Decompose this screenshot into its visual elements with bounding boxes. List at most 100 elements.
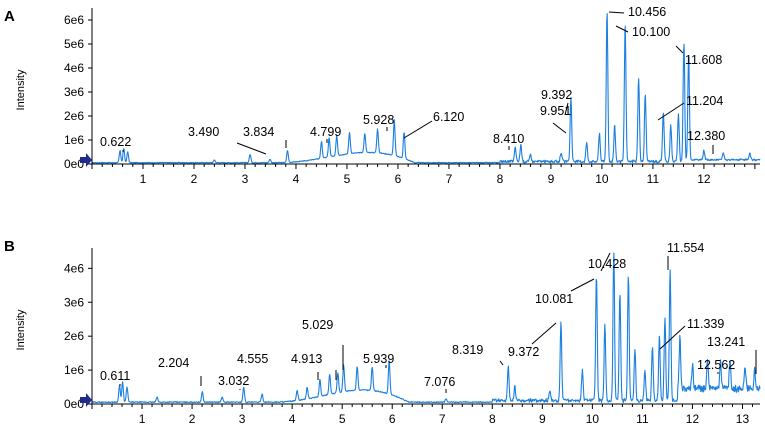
panel-a-letter: A — [4, 8, 15, 25]
panel-a-x-tick-label: 12 — [697, 172, 711, 186]
panel-b-x-tick-label: 9 — [539, 412, 546, 426]
panel-a-peak-label: 9.392 — [541, 88, 572, 102]
panel-b-y-ticks: 0e0 1e6 2e6 3e6 4e6 — [64, 261, 92, 411]
panel-b-x-tick-label: 10 — [586, 412, 600, 426]
panel-a-y-tick-label: 4e6 — [64, 61, 84, 75]
panel-a-y-axis-title: Intensity — [15, 69, 27, 110]
panel-b-baseline-arrow-icon — [80, 393, 92, 407]
panel-a-peak-label: 8.410 — [493, 132, 524, 146]
panel-a-peak-leader — [675, 45, 684, 54]
panel-b-y-tick-label: 0e0 — [64, 397, 84, 411]
panel-a-axes — [91, 8, 760, 165]
panel-a-peak-label: 11.608 — [685, 53, 722, 67]
panel-a-peak-leader — [608, 11, 625, 14]
panel-a-peak-label: 9.951 — [540, 104, 571, 118]
panel-a-peak-leader — [657, 102, 685, 121]
panel-b-x-tick-label: 2 — [189, 412, 196, 426]
panel-a-y-tick-label: 1e6 — [64, 133, 84, 147]
panel-b-peak-label: 9.372 — [508, 345, 539, 359]
panel-b-peak-label: 4.913 — [291, 352, 322, 366]
panel-a-x-tick-label: 5 — [344, 172, 351, 186]
panel-b-peak-label: 10.081 — [535, 292, 573, 306]
panel-b-peak-label: 4.555 — [237, 352, 268, 366]
panel-b-y-tick-label: 2e6 — [64, 329, 84, 343]
panel-b-peak-leader — [531, 322, 557, 345]
panel-a-peak-leader — [552, 122, 567, 134]
panel-b-peak-label: 8.319 — [452, 343, 483, 357]
panel-a-x-tick-label: 7 — [446, 172, 453, 186]
panel-a-peak-leader — [403, 120, 433, 139]
panel-a-x-tick-label: 4 — [293, 172, 300, 186]
panel-a-x-tick-label: 3 — [242, 172, 249, 186]
panel-a-peak-label: 3.490 — [188, 125, 219, 139]
panel-a-x-tick-label: 11 — [647, 172, 660, 186]
panel-a-peak-label: 6.120 — [433, 110, 464, 124]
panel-b-peak-label: 2.204 — [158, 356, 189, 370]
panel-b-trace — [91, 252, 761, 404]
panel-b-x-tick-label: 5 — [339, 412, 346, 426]
panel-b-peak-leader — [499, 360, 504, 366]
panel-a-series-line — [91, 13, 761, 164]
panel-a-y-ticks: 0e0 1e6 2e6 3e6 4e6 5e6 6e6 — [64, 13, 92, 171]
panel-a-x-tick-label: 9 — [548, 172, 555, 186]
panel-a-peak-label: 10.456 — [628, 5, 666, 19]
panel-b-x-tick-label: 4 — [289, 412, 296, 426]
panel-a-baseline-marker — [80, 153, 92, 167]
panel-a-x-ticks: 1 2 3 4 5 6 7 8 9 10 11 12 — [91, 164, 756, 186]
panel-b-baseline-marker — [80, 393, 92, 407]
panel-a-x-tick-label: 2 — [191, 172, 198, 186]
panel-b-axes — [91, 248, 760, 405]
panel-b-peak-label: 11.554 — [667, 241, 704, 255]
panel-a-peak-label: 4.799 — [310, 125, 341, 139]
panel-a-peak-label: 0.622 — [100, 135, 131, 149]
panel-a-y-tick-label: 6e6 — [64, 13, 84, 27]
panel-a-peak-label: 12.380 — [687, 129, 725, 143]
panel-a-trace — [91, 13, 761, 164]
panel-a-x-tick-label: 10 — [595, 172, 609, 186]
panel-a-x-tick-label: 1 — [140, 172, 147, 186]
panel-a-y-tick-label: 2e6 — [64, 109, 84, 123]
panel-b-x-tick-label: 3 — [239, 412, 246, 426]
panel-b-y-tick-label: 3e6 — [64, 295, 84, 309]
panel-b-x-tick-label: 8 — [489, 412, 496, 426]
panel-b-x-tick-label: 7 — [439, 412, 446, 426]
panel-b-y-tick-label: 4e6 — [64, 261, 84, 275]
panel-b-x-tick-label: 6 — [389, 412, 396, 426]
panel-b-peak-label: 0.611 — [100, 369, 130, 383]
panel-a-peak-label: 11.204 — [686, 94, 723, 108]
panel-b-peak-label: 7.076 — [424, 375, 455, 389]
panel-b-peak-labels: 0.611 2.204 3.032 4.555 4.913 5.029 5.939 7.076… — [100, 241, 757, 393]
panel-a-peak-leader — [236, 142, 267, 155]
panel-b-x-tick-label: 12 — [686, 412, 700, 426]
panel-a-baseline-arrow-icon — [80, 153, 92, 167]
panel-b-peak-label: 11.339 — [687, 317, 724, 331]
panel-b-y-axis-title: Intensity — [15, 309, 27, 350]
panel-b-peak-label: 5.029 — [302, 318, 333, 332]
panel-a-peak-label: 10.100 — [632, 25, 670, 39]
panel-b-x-ticks: 1 2 3 4 5 6 7 8 9 10 11 12 13 — [91, 404, 753, 426]
panel-b-peak-label: 3.032 — [218, 374, 249, 388]
panel-a-peak-leader — [564, 102, 569, 116]
panel-a-y-tick-label: 0e0 — [64, 157, 84, 171]
panel-a-peak-labels: 0.622 3.490 3.834 4.799 5.928 6.120 8.410 9.392… — [100, 5, 725, 155]
panel-b-peak-label: 12.562 — [697, 358, 735, 372]
panel-a-y-tick-label: 3e6 — [64, 85, 84, 99]
panel-b-x-tick-label: 11 — [636, 412, 649, 426]
panel-b-peak-leader — [570, 278, 595, 292]
panel-b-peak-leader — [659, 325, 686, 350]
panel-b-y-tick-label: 1e6 — [64, 363, 84, 377]
panel-b-peak-label: 10.428 — [588, 257, 626, 271]
panel-b-letter: B — [4, 238, 15, 255]
panel-a-peak-label: 5.928 — [363, 113, 394, 127]
panel-b-peak-label: 5.939 — [363, 352, 394, 366]
panel-a-x-tick-label: 8 — [497, 172, 504, 186]
panel-b-peak-leader — [600, 252, 611, 272]
panel-a-peak-leader — [615, 25, 629, 33]
panel-b-peak-label: 13.241 — [707, 335, 745, 349]
panel-b-x-tick-label: 13 — [736, 412, 750, 426]
panel-b-x-tick-label: 1 — [139, 412, 146, 426]
panel-a-y-tick-label: 5e6 — [64, 37, 84, 51]
